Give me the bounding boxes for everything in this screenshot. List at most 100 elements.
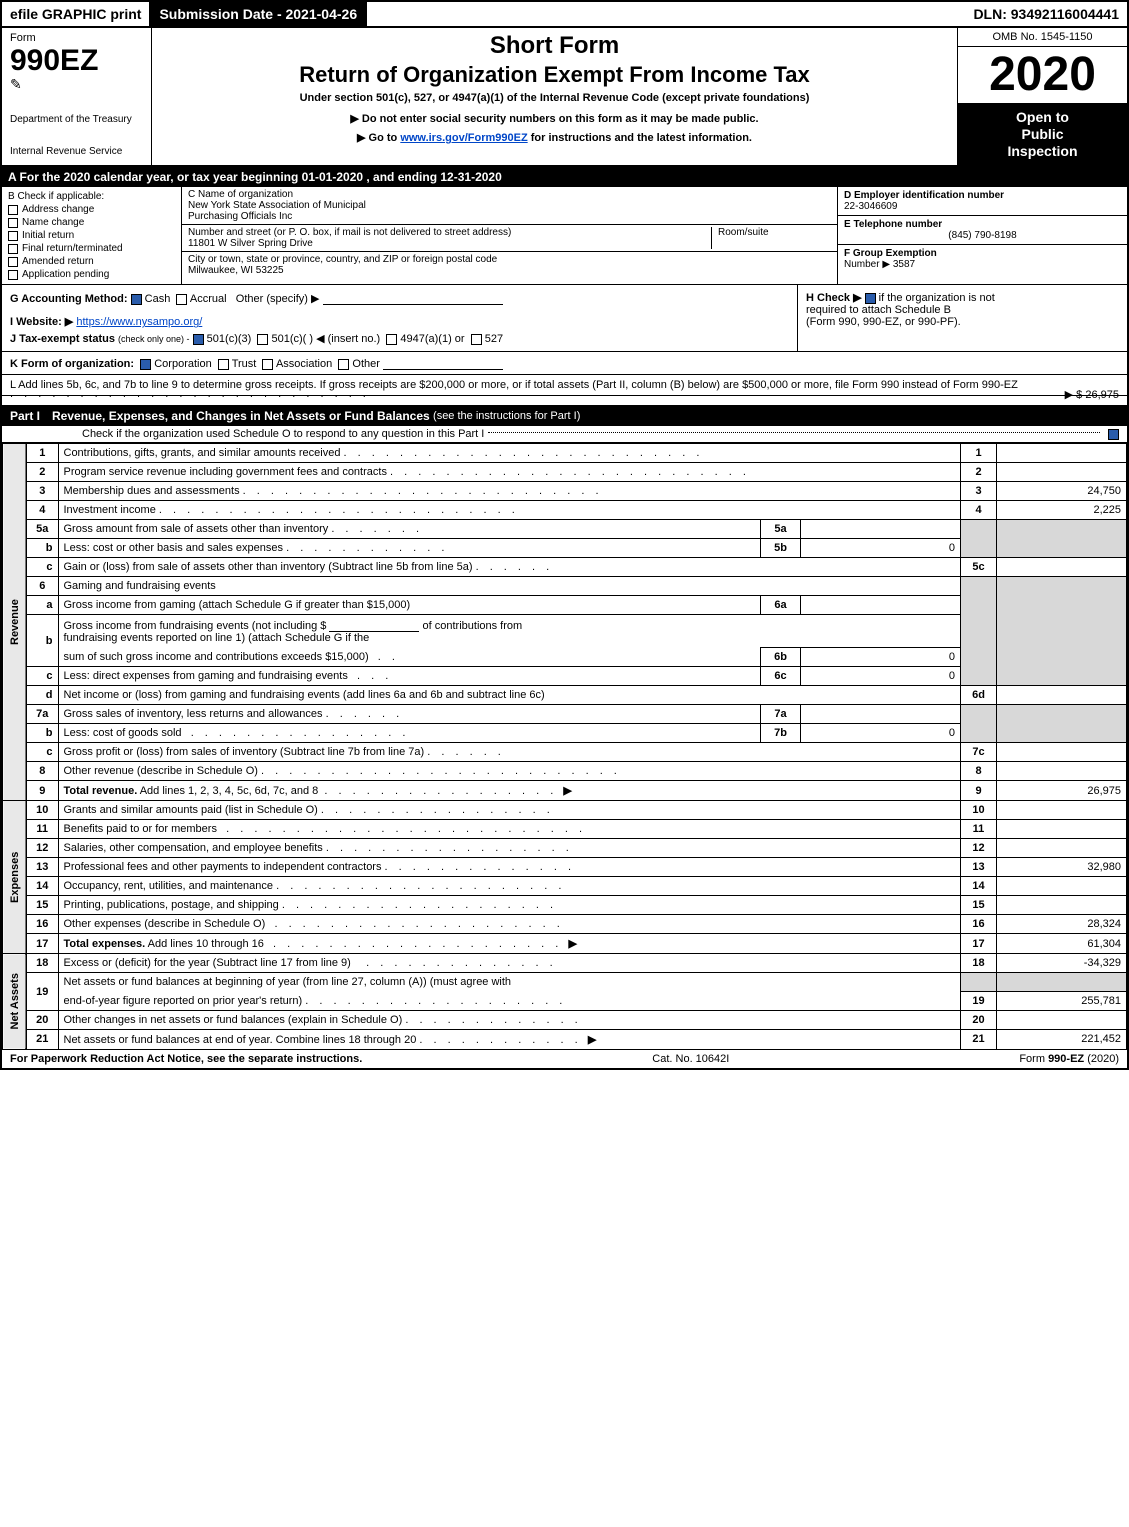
l5c-num: c [26,558,58,577]
dots-line [488,432,1100,433]
l17-c: 17 [961,934,997,954]
l6d-v [997,686,1127,705]
checkbox-filled-icon[interactable] [1108,429,1119,440]
l18-num: 18 [26,954,58,973]
org-name-2: Purchasing Officials Inc [188,211,831,222]
k-corp: Corporation [154,358,211,370]
dots: . . . . . . . . . . . . . . . . . . . . … [344,447,704,459]
l15-d: Printing, publications, postage, and shi… [64,899,279,911]
l15-v [997,896,1127,915]
l19-d2: end-of-year figure reported on prior yea… [64,995,303,1007]
dept-treasury: Department of the Treasury [10,114,143,125]
l6b-desc1: Gross income from fundraising events (no… [58,615,961,648]
l13-num: 13 [26,858,58,877]
g-label: G Accounting Method: [10,293,128,305]
l-amount: ▶ $ 26,975 [1065,388,1119,401]
l5b-sv: 0 [801,539,961,558]
l1-v [997,444,1127,463]
dots: . . . . . . . . . . . . . . . . . . . . … [159,504,519,516]
l8-c: 8 [961,762,997,781]
checkbox-filled-icon[interactable] [193,334,204,345]
g-accrual: Accrual [190,293,227,305]
e-tel: E Telephone number (845) 790-8198 [838,216,1127,245]
grey-cell [997,973,1127,992]
l6b-sv: 0 [801,648,961,667]
l13-v: 32,980 [997,858,1127,877]
l7a-sv [801,705,961,724]
checkbox-icon[interactable] [8,231,18,241]
l19-desc1: Net assets or fund balances at beginning… [58,973,961,992]
checkbox-icon[interactable] [471,334,482,345]
l17-d: Add lines 10 through 16 [148,938,264,950]
k-assoc: Association [276,358,332,370]
c-name-row: C Name of organization New York State As… [182,187,837,225]
checkbox-icon[interactable] [8,218,18,228]
ein-label: D Employer identification number [844,190,1121,201]
goto-link[interactable]: www.irs.gov/Form990EZ [400,132,527,144]
l3-c: 3 [961,482,997,501]
checkbox-icon[interactable] [8,257,18,267]
checkbox-icon[interactable] [338,359,349,370]
form-number: 990EZ [10,46,143,76]
d-ein: D Employer identification number 22-3046… [838,187,1127,216]
l6b-sc: 6b [761,648,801,667]
j-row: J Tax-exempt status (check only one) - 5… [10,332,789,345]
opt-name: Name change [22,217,84,228]
checkbox-filled-icon[interactable] [131,294,142,305]
l7c-d: Gross profit or (loss) from sales of inv… [64,746,425,758]
checkbox-icon[interactable] [262,359,273,370]
l21-v: 221,452 [997,1029,1127,1049]
checkbox-icon[interactable] [8,244,18,254]
checkbox-icon[interactable] [8,205,18,215]
checkbox-icon[interactable] [218,359,229,370]
section-c: C Name of organization New York State As… [182,187,837,284]
arrow-icon: ▶ [588,1034,596,1046]
l9-c: 9 [961,781,997,801]
h-t3: required to attach Schedule B [806,304,951,316]
checkbox-icon[interactable] [8,270,18,280]
l7c-c: 7c [961,743,997,762]
l7b-desc: Less: cost of goods sold . . . . . . . .… [58,724,761,743]
l17-v: 61,304 [997,934,1127,954]
opt-final: Final return/terminated [22,243,123,254]
form-word: Form [10,32,143,44]
checkbox-filled-icon[interactable] [140,359,151,370]
l17-desc: Total expenses. Add lines 10 through 16 … [58,934,961,954]
street-label: Number and street (or P. O. box, if mail… [188,227,711,238]
l5b-num: b [26,539,58,558]
grey-cell [997,520,1127,558]
chk-final: Final return/terminated [8,243,175,254]
l1-desc: Contributions, gifts, grants, and simila… [58,444,961,463]
group-label2: Number ▶ [844,259,890,270]
l7a-d: Gross sales of inventory, less returns a… [64,708,323,720]
l15-num: 15 [26,896,58,915]
omb-number: OMB No. 1545-1150 [958,28,1127,47]
short-form-title: Short Form [162,32,947,60]
checkbox-icon[interactable] [386,334,397,345]
l6c-sv: 0 [801,667,961,686]
g-other-blank [323,291,503,305]
open-l2: Public [962,126,1123,143]
city-val: Milwaukee, WI 53225 [188,265,831,276]
l5b-d: Less: cost or other basis and sales expe… [64,542,284,554]
footer-right: Form 990-EZ (2020) [1019,1053,1119,1065]
l21-num: 21 [26,1029,58,1049]
chk-amended: Amended return [8,256,175,267]
l6b-blank [329,618,419,632]
l15-desc: Printing, publications, postage, and shi… [58,896,961,915]
l9-v: 26,975 [997,781,1127,801]
checkbox-filled-icon[interactable] [865,293,876,304]
l4-num: 4 [26,501,58,520]
l16-desc: Other expenses (describe in Schedule O) … [58,915,961,934]
checkbox-icon[interactable] [176,294,187,305]
l15-c: 15 [961,896,997,915]
header-mid: Short Form Return of Organization Exempt… [152,28,957,165]
arrow-icon: ▶ [563,785,571,797]
tel-val: (845) 790-8198 [844,230,1121,241]
l1-c: 1 [961,444,997,463]
checkbox-icon[interactable] [257,334,268,345]
website-link[interactable]: https://www.nysampo.org/ [76,316,202,328]
irs-label: Internal Revenue Service [10,146,143,157]
l5b-sc: 5b [761,539,801,558]
i-label: I Website: ▶ [10,316,73,328]
